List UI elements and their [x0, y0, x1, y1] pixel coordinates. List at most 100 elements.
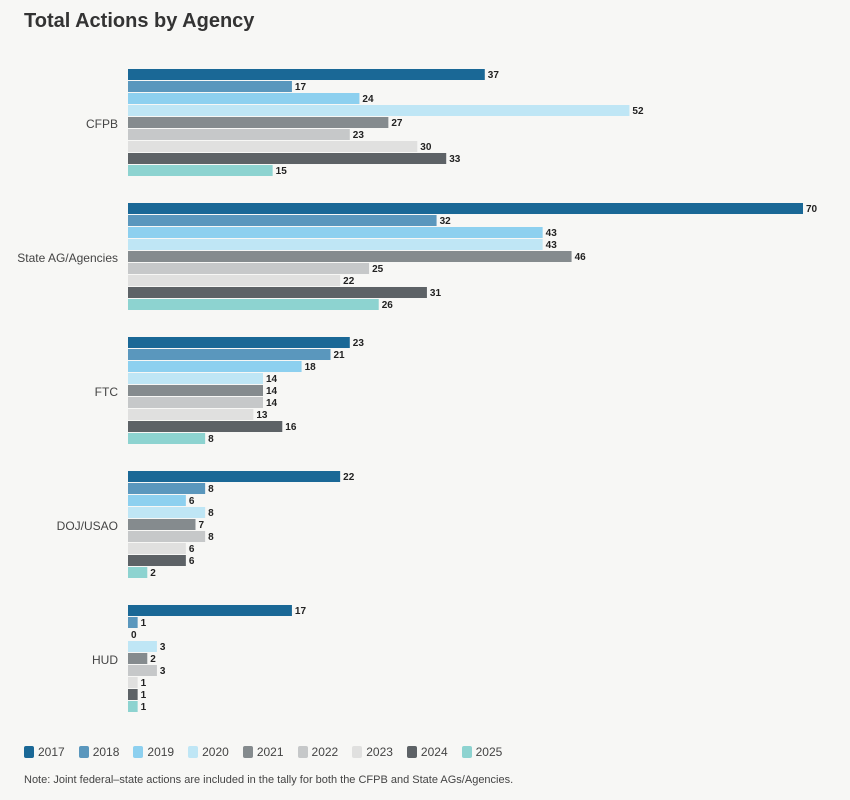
legend-item: 2018: [78, 745, 119, 759]
category-label: State AG/Agencies: [17, 251, 118, 265]
bar-2022: [128, 531, 206, 542]
data-label: 2: [150, 654, 156, 665]
legend-item: 2024: [406, 745, 448, 759]
data-label: 8: [208, 434, 214, 445]
bar-2017: [128, 605, 292, 616]
category-label: HUD: [92, 653, 118, 667]
data-label: 6: [189, 556, 195, 567]
data-label: 1: [141, 618, 147, 629]
data-label: 27: [391, 118, 403, 129]
data-label: 43: [546, 228, 558, 239]
bar-2023: [128, 409, 254, 420]
data-label: 15: [276, 166, 288, 177]
bar-2017: [128, 471, 341, 482]
legend-swatch: [242, 746, 253, 758]
legend: 2017 2018 2019 2020 2021 2022 2023 2024 2025: [24, 745, 502, 759]
data-label: 14: [266, 374, 278, 385]
bar-2024: [128, 287, 427, 298]
legend-label: 2017: [38, 745, 65, 759]
data-label: 22: [343, 276, 355, 287]
bar-2017: [128, 69, 485, 80]
data-label: 33: [449, 154, 461, 165]
bar-2023: [128, 141, 418, 152]
bar-2022: [128, 129, 350, 140]
bar-2021: [128, 519, 196, 530]
category-label: CFPB: [86, 117, 118, 131]
bar-2019: [128, 361, 302, 372]
data-label: 21: [334, 350, 346, 361]
bar-2023: [128, 275, 341, 286]
bar-2022: [128, 397, 263, 408]
data-label: 6: [189, 544, 195, 555]
legend-label: 2019: [147, 745, 175, 759]
bar-2017: [128, 337, 350, 348]
bar-2017: [128, 203, 803, 214]
bar-2018: [128, 81, 292, 92]
data-label: 2: [150, 568, 156, 579]
legend-label: 2022: [311, 745, 339, 759]
footnote: Note: Joint federal–state actions are in…: [24, 774, 514, 786]
data-label: 17: [295, 606, 307, 617]
bar-2020: [128, 641, 157, 652]
legend-item: 2021: [242, 745, 284, 759]
legend-swatch: [461, 746, 472, 758]
legend-swatch: [24, 746, 34, 758]
legend-item: 2022: [297, 745, 339, 759]
bar-2020: [128, 105, 630, 116]
legend-swatch: [78, 746, 89, 758]
data-label: 13: [256, 410, 268, 421]
bar-2018: [128, 483, 206, 494]
bar-2019: [128, 93, 360, 104]
legend-swatch: [352, 746, 363, 758]
legend-item: 2025: [461, 745, 503, 759]
data-label: 1: [141, 690, 147, 701]
data-label: 3: [160, 666, 166, 677]
data-label: 8: [208, 532, 214, 543]
data-label: 52: [632, 106, 644, 117]
legend-item: 2023: [352, 745, 393, 759]
bar-2025: [128, 299, 379, 310]
bar-2018: [128, 215, 437, 226]
chart-title: Total Actions by Agency: [24, 10, 255, 32]
bar-2024: [128, 689, 138, 700]
bar-2021: [128, 385, 263, 396]
data-label: 16: [285, 422, 297, 433]
data-label: 46: [575, 252, 587, 263]
legend-swatch: [188, 746, 199, 758]
data-label: 23: [353, 130, 365, 141]
legend-label: 2021: [256, 745, 284, 759]
bar-2025: [128, 567, 148, 578]
legend-label: 2020: [202, 745, 229, 759]
data-label: 32: [440, 216, 452, 227]
data-label: 26: [382, 300, 394, 311]
legend-label: 2023: [366, 745, 393, 759]
bar-2023: [128, 677, 138, 688]
data-label: 18: [305, 362, 317, 373]
bar-2025: [128, 433, 206, 444]
legend-item: 2019: [133, 745, 174, 759]
data-label: 6: [189, 496, 195, 507]
bar-2021: [128, 117, 389, 128]
data-label: 8: [208, 484, 214, 495]
bar-2021: [128, 653, 148, 664]
legend-label: 2025: [475, 745, 503, 759]
bar-2025: [128, 701, 138, 712]
bar-2020: [128, 239, 543, 250]
data-label: 37: [488, 70, 500, 81]
data-label: 0: [131, 630, 137, 641]
data-label: 43: [546, 240, 558, 251]
bar-2022: [128, 263, 370, 274]
legend-swatch: [133, 746, 144, 758]
bar-2025: [128, 165, 273, 176]
bar-2024: [128, 421, 283, 432]
bar-2020: [128, 373, 263, 384]
data-label: 8: [208, 508, 214, 519]
data-label: 17: [295, 82, 307, 93]
data-label: 3: [160, 642, 166, 653]
bar-2018: [128, 349, 331, 360]
legend-label: 2024: [420, 745, 448, 759]
bar-2022: [128, 665, 157, 676]
data-label: 24: [362, 94, 374, 105]
data-label: 7: [199, 520, 205, 531]
